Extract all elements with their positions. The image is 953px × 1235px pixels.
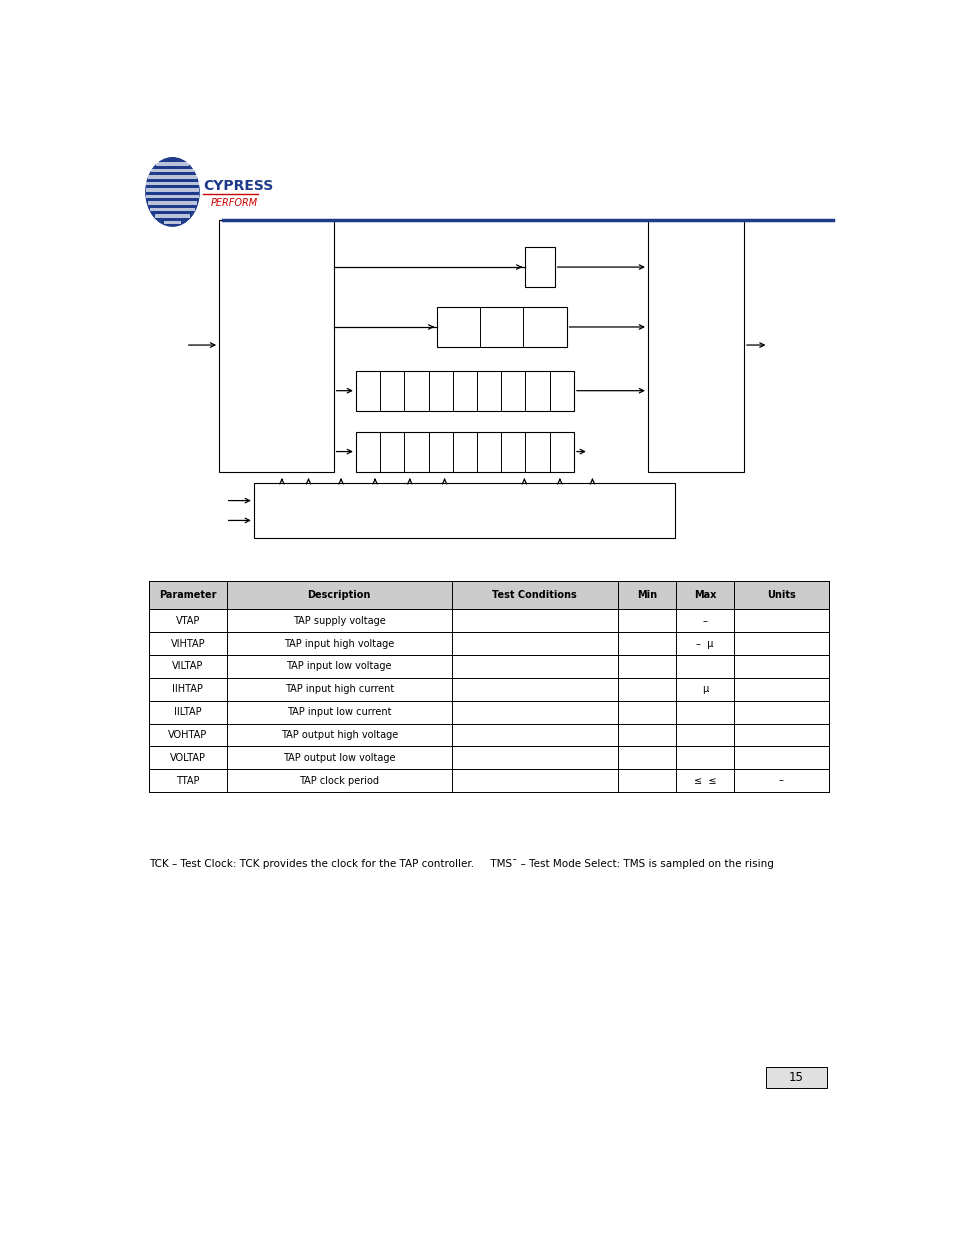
Text: TAP clock period: TAP clock period (299, 776, 379, 785)
Bar (149, 678, 828, 700)
Bar (149, 609, 828, 632)
Bar (154, 215, 190, 217)
Text: –: – (701, 616, 706, 626)
Bar (355, 370, 574, 411)
Text: 15: 15 (788, 1071, 803, 1084)
Bar (164, 221, 181, 225)
Text: Max: Max (693, 590, 716, 600)
Bar (149, 655, 828, 678)
Text: ≤  ≤: ≤ ≤ (693, 776, 716, 785)
Circle shape (146, 158, 199, 226)
Text: TAP output low voltage: TAP output low voltage (283, 753, 395, 763)
Bar (149, 580, 828, 609)
Text: TAP output high voltage: TAP output high voltage (280, 730, 397, 740)
Bar (524, 247, 554, 287)
Text: TCK – Test Clock: TCK provides the clock for the TAP controller.     TMS¯ – Test: TCK – Test Clock: TCK provides the clock… (149, 858, 773, 868)
Text: VOLTAP: VOLTAP (170, 753, 206, 763)
Text: VILTAP: VILTAP (172, 662, 203, 672)
Text: PERFORM: PERFORM (211, 199, 257, 209)
Bar (146, 188, 199, 191)
Text: VTAP: VTAP (175, 616, 200, 626)
Text: Parameter: Parameter (159, 590, 216, 600)
Bar (146, 182, 198, 185)
Bar (647, 220, 743, 472)
Text: TAP input high current: TAP input high current (284, 684, 394, 694)
Bar (149, 724, 828, 746)
Text: TAP supply voltage: TAP supply voltage (293, 616, 385, 626)
Bar (355, 431, 574, 472)
Bar (148, 201, 197, 205)
Text: TAP input low voltage: TAP input low voltage (286, 662, 392, 672)
Bar (155, 162, 190, 165)
Text: –: – (779, 776, 783, 785)
Bar (149, 632, 828, 655)
Text: μ: μ (701, 684, 707, 694)
Bar (149, 746, 828, 769)
Text: TAP input high voltage: TAP input high voltage (284, 638, 394, 648)
Text: VOHTAP: VOHTAP (168, 730, 208, 740)
Text: Min: Min (637, 590, 657, 600)
Text: Units: Units (766, 590, 795, 600)
Text: Test Conditions: Test Conditions (492, 590, 577, 600)
Text: –  μ: – μ (696, 638, 713, 648)
Bar (765, 1067, 826, 1088)
Bar (151, 169, 194, 172)
Text: TAP input low current: TAP input low current (287, 708, 391, 718)
Text: CYPRESS: CYPRESS (203, 179, 273, 193)
Text: IILTAP: IILTAP (174, 708, 201, 718)
Bar (219, 220, 334, 472)
Text: TTAP: TTAP (176, 776, 199, 785)
Text: VIHTAP: VIHTAP (171, 638, 205, 648)
Text: Description: Description (307, 590, 371, 600)
Bar (146, 195, 198, 198)
Bar (149, 700, 828, 724)
Text: IIHTAP: IIHTAP (172, 684, 203, 694)
Bar (151, 207, 194, 211)
Bar (436, 308, 566, 347)
Bar (253, 483, 675, 538)
Bar (149, 769, 828, 792)
Bar (148, 175, 196, 179)
